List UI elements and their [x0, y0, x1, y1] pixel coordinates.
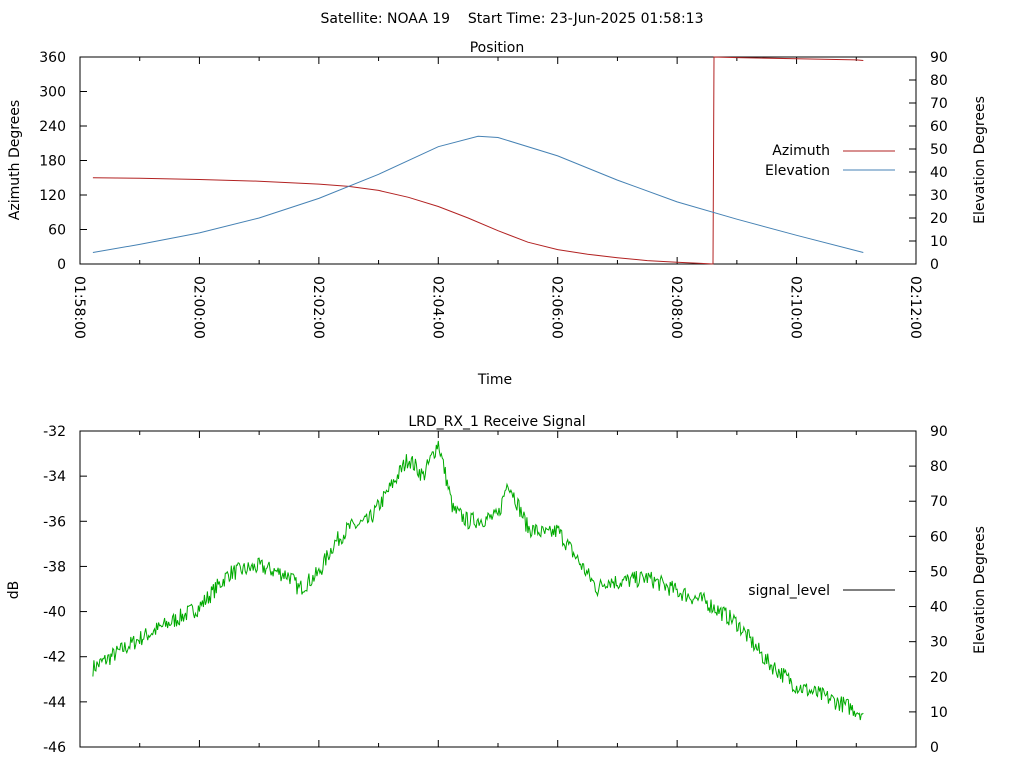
y-tick-label: 240	[39, 119, 66, 135]
position-legend: Azimuth Elevation	[765, 143, 895, 179]
position-series	[92, 56, 864, 265]
signal-chart-title: LRD_RX_1 Receive Signal	[408, 414, 585, 430]
signal-y2-axis-label: Elevation Degrees	[972, 526, 988, 654]
x-tick-label: 02:10:00	[788, 276, 804, 339]
position-ticks	[79, 56, 917, 265]
y2-tick-label: 10	[930, 234, 948, 250]
y-tick-label: -36	[43, 514, 66, 530]
y2-tick-label: 30	[930, 188, 948, 204]
y-tick-label: 300	[39, 85, 66, 101]
signal-legend: signal_level	[748, 583, 895, 599]
y-tick-label: 180	[39, 154, 66, 170]
series-line-signal-level	[92, 440, 864, 721]
position-chart-title: Position	[470, 40, 525, 56]
y2-tick-label: 0	[930, 257, 939, 273]
position-x-axis-label: Time	[477, 372, 512, 388]
y-tick-label: -34	[43, 469, 66, 485]
position-plot-frame	[79, 56, 917, 265]
signal-ticks	[79, 430, 917, 748]
y-tick-label: -40	[43, 605, 66, 621]
y-tick-label: -44	[43, 695, 66, 711]
y2-tick-label: 10	[930, 705, 948, 721]
y2-tick-label: 50	[930, 142, 948, 158]
position-x-tick-labels: 01:58:00 02:00:00 02:02:00 02:04:00 02:06:00…	[71, 276, 923, 339]
signal-y2-tick-labels: 0 10 20 30 40 50 60 70 80 90	[930, 424, 948, 756]
series-line-elevation	[92, 135, 864, 253]
x-tick-label: 02:04:00	[429, 276, 445, 339]
x-tick-label: 02:02:00	[310, 276, 326, 339]
y-tick-label: 120	[39, 188, 66, 204]
x-tick-label: 01:58:00	[71, 276, 87, 339]
y-tick-label: 360	[39, 50, 66, 66]
signal-y-tick-labels: -32 -34 -36 -38 -40 -42 -44 -46	[43, 424, 66, 756]
x-tick-label: 02:00:00	[190, 276, 206, 339]
position-y-tick-labels: 0 60 120 180 240 300 360	[39, 50, 66, 273]
y-tick-label: 60	[48, 223, 66, 239]
x-tick-label: 02:08:00	[668, 276, 684, 339]
y2-tick-label: 0	[930, 740, 939, 756]
y-tick-label: -32	[43, 424, 66, 440]
legend-label-elevation: Elevation	[765, 163, 830, 179]
y-tick-label: -38	[43, 559, 66, 575]
y2-tick-label: 50	[930, 564, 948, 580]
y2-tick-label: 20	[930, 211, 948, 227]
signal-series	[92, 440, 864, 721]
y2-tick-label: 30	[930, 635, 948, 651]
y2-tick-label: 40	[930, 165, 948, 181]
signal-chart: LRD_RX_1 Receive Signal -32-34-36-38-40-…	[6, 414, 988, 756]
y2-tick-label: 80	[930, 73, 948, 89]
y2-tick-label: 20	[930, 670, 948, 686]
y2-tick-label: 70	[930, 96, 948, 112]
figure-suptitle: Satellite: NOAA 19 Start Time: 23-Jun-20…	[321, 11, 704, 27]
y-tick-label: -46	[43, 740, 66, 756]
y2-tick-label: 40	[930, 600, 948, 616]
legend-label-signal-level: signal_level	[748, 583, 830, 599]
y2-tick-label: 70	[930, 494, 948, 510]
y2-tick-label: 60	[930, 119, 948, 135]
y2-tick-label: 60	[930, 529, 948, 545]
y2-tick-label: 80	[930, 459, 948, 475]
position-chart: Position 01:58:00 02:00:00 02:02:00 02:04:0…	[7, 40, 988, 388]
position-y2-tick-labels: 0 10 20 30 40 50 60 70 80 90	[930, 50, 948, 273]
position-y-axis-label: Azimuth Degrees	[7, 100, 23, 220]
legend-label-azimuth: Azimuth	[772, 143, 830, 159]
y2-tick-label: 90	[930, 50, 948, 66]
signal-y-axis-label: dB	[6, 581, 22, 600]
y-tick-label: 0	[57, 257, 66, 273]
y-tick-label: -42	[43, 650, 66, 666]
position-y2-axis-label: Elevation Degrees	[972, 96, 988, 224]
series-line-azimuth	[92, 56, 864, 265]
x-tick-label: 02:12:00	[907, 276, 923, 339]
y2-tick-label: 90	[930, 424, 948, 440]
x-tick-label: 02:06:00	[549, 276, 565, 339]
